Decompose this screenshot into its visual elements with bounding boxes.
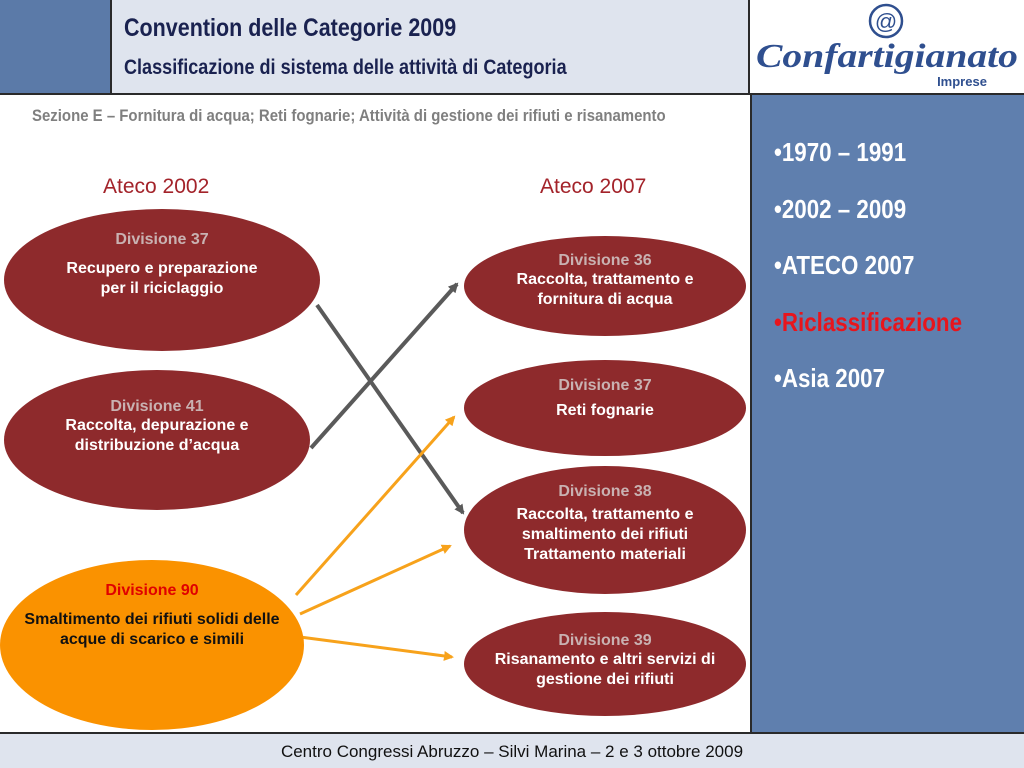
ateco2007-division-39: Divisione 39 Risanamento e altri servizi… [464,612,746,716]
division-label: Divisione 36 [558,252,652,269]
division-text: Recupero e preparazione per il riciclagg… [66,260,258,297]
header-corner-block [0,0,110,93]
division-text: Raccolta, trattamento e smaltimento dei … [516,506,694,563]
logo-brand-text: Confartigianato [756,38,1018,75]
footer-text: Centro Congressi Abruzzo – Silvi Marina … [280,742,744,761]
division-text: Reti fognarie [556,402,654,419]
sidebar-item-riclassificazione: •Riclassificazione [774,307,963,337]
footer-bar: Centro Congressi Abruzzo – Silvi Marina … [0,732,1024,768]
ateco2007-division-38: Divisione 38 Raccolta, trattamento e sma… [464,466,746,594]
ateco2002-division-37: Divisione 37 Recupero e preparazione per… [4,209,320,351]
division-label: Divisione 38 [558,483,652,500]
logo-circle [868,3,904,39]
arrow-div90-to-div38 [299,544,452,616]
sidebar-item-2002-2009: •2002 – 2009 [774,194,907,224]
logo-at-symbol: @ [875,9,897,34]
title-bar: Convention delle Categorie 2009 Classifi… [110,0,750,93]
arrow-div41-to-div36 [309,282,459,450]
ateco2002-division-41: Divisione 41 Raccolta, depurazione e dis… [4,370,310,510]
arrow-div90-to-div37 [294,415,456,596]
mapping-arrows [294,282,465,661]
ateco2002-division-90: Divisione 90 Smaltimento dei rifiuti sol… [0,560,304,730]
sidebar-item-ateco-2007: •ATECO 2007 [774,250,915,280]
right-sidebar-panel: •1970 – 1991 •2002 – 2009 •ATECO 2007 •R… [750,95,1024,732]
column-header-ateco-2002: Ateco 2002 [103,175,210,198]
sidebar-item-1970-1991: •1970 – 1991 [774,137,907,167]
division-label: Divisione 37 [558,377,652,394]
ateco2007-division-36: Divisione 36 Raccolta, trattamento e for… [464,236,746,336]
division-label: Divisione 41 [110,398,204,415]
confartigianato-logo: @ Confartigianato Imprese [750,0,1024,93]
division-label: Divisione 37 [115,231,209,248]
section-title: Sezione E – Fornitura di acqua; Reti fog… [32,106,666,125]
division-text: Smaltimento dei rifiuti solidi delle acq… [24,611,280,648]
division-text: Raccolta, depurazione e distribuzione d’… [65,417,249,454]
column-header-ateco-2007: Ateco 2007 [540,175,647,198]
logo-sub-text: Imprese [937,74,987,89]
division-label: Divisione 90 [105,582,199,599]
division-label: Divisione 39 [558,632,652,649]
arrow-div90-to-div39 [299,635,454,661]
ateco2007-division-37: Divisione 37 Reti fognarie [464,360,746,456]
header-divider [0,93,1024,95]
sidebar-item-asia-2007: •Asia 2007 [774,363,886,393]
division-text: Risanamento e altri servizi di gestione … [494,651,716,688]
page-title: Convention delle Categorie 2009 [124,14,457,42]
logo-graphic: @ Confartigianato Imprese [756,3,1018,89]
division-text: Raccolta, trattamento e fornitura di acq… [516,271,694,308]
arrow-div37-to-div38 [315,303,465,515]
page-subtitle: Classificazione di sistema delle attivit… [124,56,567,79]
